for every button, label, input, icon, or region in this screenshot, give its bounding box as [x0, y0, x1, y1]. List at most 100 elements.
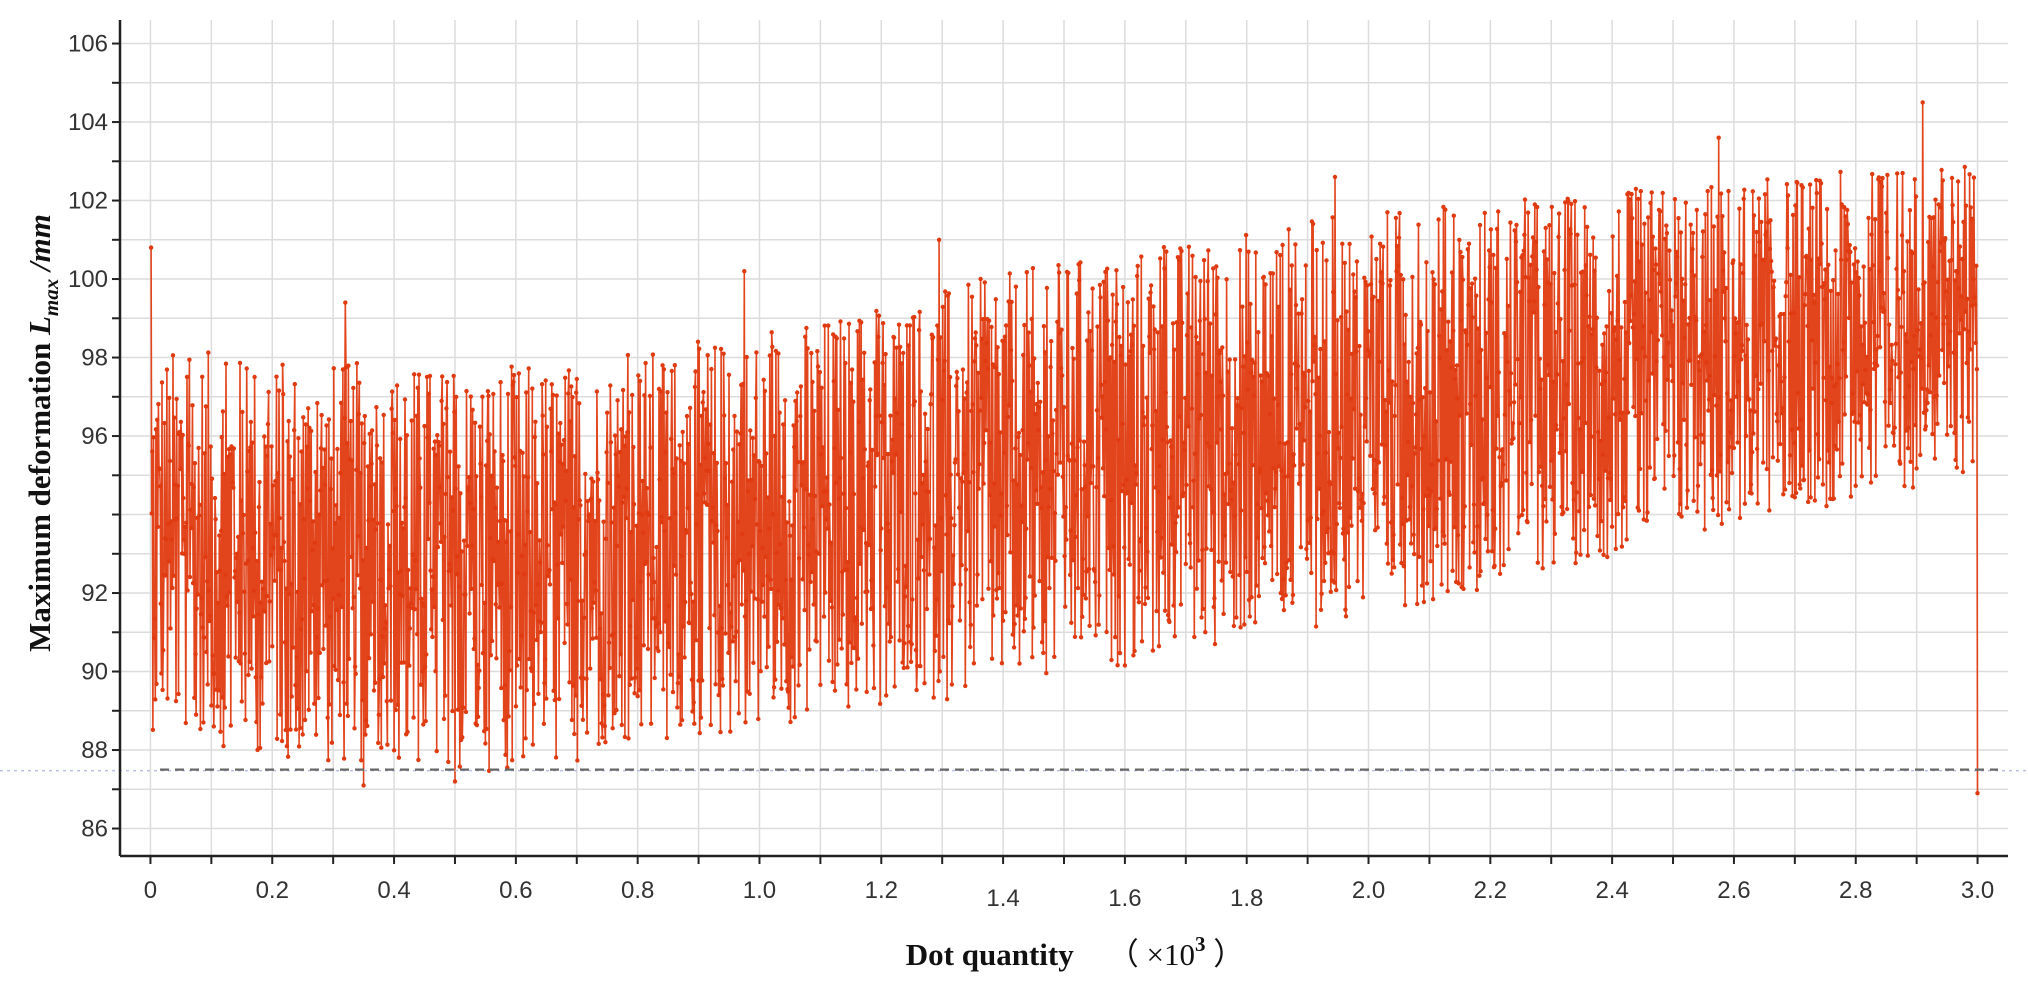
data-point	[1863, 368, 1868, 373]
data-point	[1854, 270, 1859, 275]
data-point	[493, 602, 498, 607]
data-point	[684, 530, 689, 535]
data-point	[547, 567, 552, 573]
data-point	[1056, 270, 1062, 275]
data-point	[728, 729, 733, 734]
data-point	[1310, 379, 1315, 384]
data-point	[1116, 594, 1122, 599]
data-point	[1474, 587, 1480, 593]
data-point	[1957, 331, 1962, 336]
data-point	[808, 579, 813, 585]
data-point	[550, 507, 555, 512]
data-point	[457, 764, 462, 769]
x-tick-label: 0.6	[499, 877, 532, 904]
data-point	[1262, 561, 1268, 566]
data-point	[667, 644, 672, 650]
data-point	[1503, 334, 1508, 340]
data-point	[1714, 403, 1719, 408]
data-point	[563, 498, 568, 503]
data-point	[371, 688, 377, 693]
data-point	[300, 732, 305, 737]
data-point	[823, 590, 828, 595]
data-point	[366, 518, 371, 523]
data-point	[168, 626, 173, 631]
data-point	[1197, 318, 1203, 323]
data-point	[697, 730, 702, 736]
data-point	[1865, 402, 1870, 407]
data-point	[1264, 491, 1269, 496]
data-point	[1770, 348, 1775, 354]
data-point	[1542, 496, 1548, 502]
data-point	[1096, 622, 1101, 627]
data-point	[1275, 402, 1281, 408]
data-point	[1912, 333, 1917, 339]
data-point	[1109, 657, 1114, 663]
data-point	[1882, 308, 1887, 314]
data-point	[1242, 622, 1247, 627]
data-point	[1279, 468, 1284, 473]
data-point	[1287, 557, 1292, 563]
data-point	[633, 675, 638, 680]
data-point	[246, 448, 252, 454]
data-point	[1706, 397, 1712, 402]
data-point	[164, 537, 169, 542]
data-point	[1669, 308, 1675, 313]
data-point	[1701, 329, 1707, 334]
x-tick-label: 3.0	[1961, 877, 1994, 904]
data-point	[1571, 497, 1577, 502]
data-point	[1525, 210, 1531, 215]
data-point	[284, 744, 290, 749]
data-point	[1742, 187, 1747, 192]
data-point	[1196, 558, 1201, 563]
data-point	[953, 457, 958, 462]
data-point	[1821, 375, 1826, 380]
data-point	[1060, 373, 1065, 378]
data-point	[1240, 304, 1245, 309]
data-point	[1107, 567, 1112, 573]
data-point	[880, 321, 886, 326]
data-point	[1343, 607, 1348, 612]
data-point	[1851, 409, 1856, 415]
data-point	[917, 309, 922, 315]
data-point	[1637, 466, 1643, 472]
data-point	[978, 276, 983, 282]
data-point	[733, 679, 738, 684]
data-point	[1212, 596, 1217, 601]
data-point	[521, 474, 526, 479]
data-point	[979, 395, 984, 400]
data-point	[780, 616, 785, 621]
data-point	[731, 447, 736, 452]
data-point	[1243, 232, 1249, 238]
data-point	[1951, 350, 1957, 355]
data-point	[597, 626, 603, 631]
data-point	[1546, 372, 1552, 378]
data-point	[1364, 439, 1369, 444]
data-point	[1298, 545, 1304, 550]
data-point	[1058, 460, 1063, 465]
data-point	[898, 344, 903, 350]
data-point	[1013, 284, 1019, 289]
data-point	[433, 669, 438, 674]
data-point	[294, 655, 299, 660]
data-point	[1501, 562, 1506, 568]
data-point	[1692, 435, 1698, 440]
data-point	[1686, 322, 1691, 327]
data-point	[880, 360, 885, 366]
data-point	[396, 755, 402, 760]
data-point	[409, 418, 414, 423]
data-point	[1861, 264, 1866, 269]
data-point	[1168, 438, 1173, 443]
data-point	[1666, 453, 1672, 459]
data-point	[1218, 427, 1224, 432]
data-point	[245, 469, 250, 474]
data-point	[761, 377, 766, 382]
data-point	[1124, 477, 1129, 483]
data-point	[1782, 375, 1787, 380]
data-point	[1924, 408, 1929, 413]
data-point	[511, 372, 517, 378]
data-point	[646, 572, 651, 577]
data-point	[817, 551, 822, 556]
data-point	[1070, 558, 1076, 563]
data-point	[1556, 211, 1562, 216]
data-point	[1317, 486, 1322, 491]
